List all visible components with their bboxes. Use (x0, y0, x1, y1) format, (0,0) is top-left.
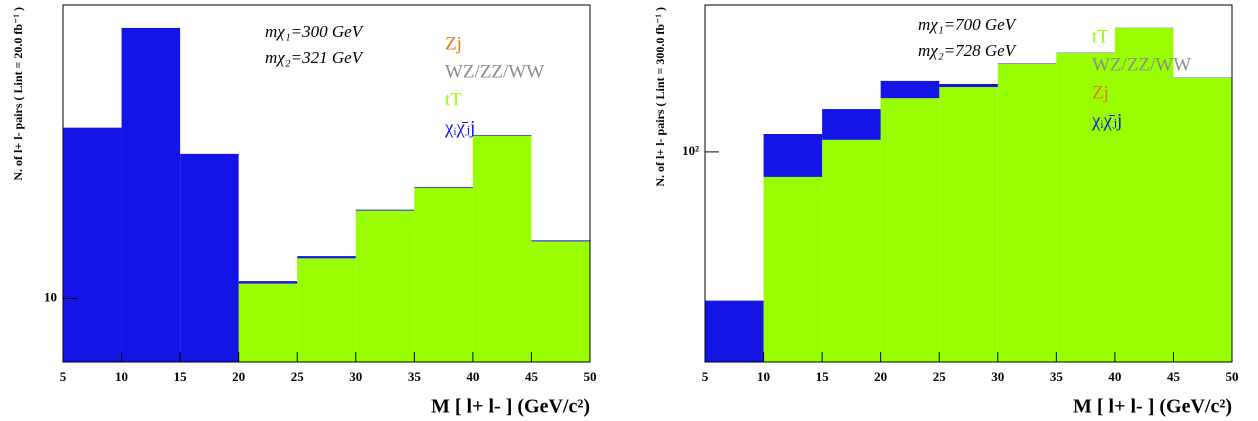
y-tick-label: 10 (44, 289, 57, 304)
histogram-bar (763, 176, 823, 362)
x-tick-label: 15 (816, 369, 830, 384)
panel: 5 10 15 20 25 30 35 40 45 50 10² M [ l+ l- ] (GeV/c… (653, 4, 1239, 418)
y-axis-label: N. of l+ l- pairs ( Lint = 300.0 fb⁻¹ ) (653, 7, 667, 187)
histogram-bar (355, 210, 415, 362)
legend-entry: χᵢχ̄ⱼj (444, 117, 475, 138)
x-tick-label: 30 (991, 369, 1004, 384)
histogram-bar (880, 80, 940, 99)
x-tick-label: 25 (933, 369, 947, 384)
x-tick-label: 40 (1108, 369, 1121, 384)
histogram-bar (822, 139, 881, 362)
histogram-bar (472, 135, 532, 362)
x-tick-label: 20 (874, 369, 887, 384)
histogram-bar (822, 109, 881, 140)
x-tick-label: 15 (174, 369, 188, 384)
histogram-bar (238, 283, 298, 362)
histogram-bar (763, 133, 823, 177)
histogram-bar (297, 258, 356, 362)
plot-frame (704, 4, 1233, 363)
histogram-bar (705, 300, 764, 362)
histogram-bar (297, 256, 356, 259)
histogram-bar (1114, 28, 1174, 363)
x-tick-label: 25 (291, 369, 305, 384)
histogram-bar (63, 127, 122, 362)
histogram-bar (355, 209, 415, 211)
histogram-bar (880, 98, 940, 362)
x-axis-label: M [ l+ l- ] (GeV/c²) (1073, 396, 1232, 418)
plot-frame (62, 4, 591, 363)
annotation: mχ₁=300 GeV (265, 22, 365, 41)
x-tick-label: 35 (1050, 369, 1064, 384)
x-tick-label: 50 (584, 369, 597, 384)
x-tick-label: 45 (1167, 369, 1181, 384)
histogram-bar (997, 63, 1057, 363)
x-tick-label: 40 (466, 369, 479, 384)
x-tick-label: 30 (349, 369, 362, 384)
histogram-bar (414, 188, 473, 362)
annotation: mχ₁=700 GeV (918, 15, 1018, 34)
annotation: mχ₂=321 GeV (265, 48, 365, 67)
histogram-bar (472, 134, 532, 136)
histogram-bar (939, 84, 998, 88)
x-tick-label: 10 (115, 369, 128, 384)
y-axis-label: N. of l+ l- pairs ( Lint = 20.0 fb⁻¹ ) (11, 7, 25, 181)
y-tick-label: 10² (682, 143, 699, 158)
x-tick-label: 20 (232, 369, 245, 384)
histogram-bar (939, 87, 998, 363)
panel: 5 10 15 20 25 30 35 40 45 50 10 M [ l+ l- ] (GeV/c²… (11, 4, 597, 418)
histogram-bar (531, 241, 590, 362)
x-axis-label: M [ l+ l- ] (GeV/c²) (431, 396, 590, 418)
legend-entry: Zj (1092, 82, 1109, 103)
legend-entry: WZ/ZZ/WW (445, 61, 544, 82)
annotation: mχ₂=728 GeV (918, 41, 1018, 60)
histogram-bar (180, 153, 239, 362)
histogram-bar (1173, 77, 1232, 362)
histogram-bar (238, 281, 298, 284)
x-tick-label: 45 (525, 369, 539, 384)
legend-entry: WZ/ZZ/WW (1092, 54, 1191, 75)
legend-entry: tT (1092, 26, 1109, 47)
x-tick-label: 5 (702, 369, 709, 384)
x-tick-label: 10 (757, 369, 770, 384)
histogram-bar (1056, 52, 1115, 362)
x-tick-label: 50 (1226, 369, 1239, 384)
legend-entry: tT (445, 89, 462, 110)
legend-entry: Zj (445, 33, 462, 54)
x-tick-label: 35 (408, 369, 422, 384)
histogram-bar (121, 27, 181, 362)
histogram-bar (531, 240, 590, 242)
x-tick-label: 5 (60, 369, 67, 384)
histogram-bar (414, 187, 473, 189)
legend-entry: χᵢχ̄ⱼj (1091, 110, 1122, 131)
